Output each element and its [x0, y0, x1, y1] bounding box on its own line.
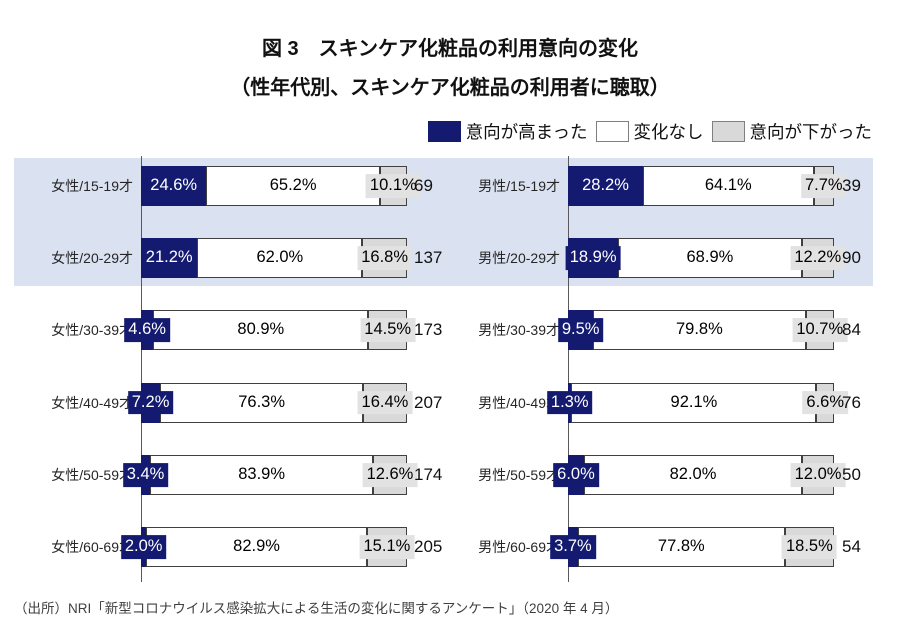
- pct-label-intent-up: 6.0%: [553, 462, 599, 487]
- source-note: （出所）NRI「新型コロナウイルス感染拡大による生活の変化に関するアンケート」（…: [14, 601, 619, 616]
- pct-label-intent-up: 2.0%: [120, 535, 167, 559]
- pct-label-no-change: 68.9%: [686, 248, 734, 267]
- pct-label-intent-up: 1.3%: [546, 390, 593, 415]
- bar-segment-no-change: [160, 382, 364, 423]
- sample-size-label: 84: [842, 320, 861, 340]
- pct-label-intent-down: 10.1%: [365, 174, 421, 198]
- sample-size-label: 137: [414, 248, 443, 268]
- sample-size-label: 69: [414, 176, 433, 195]
- sample-size-label: 50: [842, 464, 861, 484]
- bar-segment-no-change: [643, 166, 814, 206]
- legend-item-intent-down: 意向が下がった: [711, 119, 873, 144]
- row-label: 女性/60-69才: [51, 539, 133, 555]
- pct-label-no-change: 80.9%: [237, 320, 285, 339]
- title-line-1: 図 3 スキンケア化粧品の利用意向の変化: [261, 38, 639, 60]
- pct-label-intent-up: 3.4%: [122, 462, 169, 487]
- row-label: 女性/30-39才: [51, 322, 133, 339]
- legend: 意向が高まった 変化なし 意向が下がった: [427, 119, 873, 144]
- pct-label-intent-up: 18.9%: [565, 246, 621, 271]
- pct-label-intent-down: 12.6%: [362, 462, 418, 487]
- bar-segment-no-change: [583, 454, 803, 495]
- pct-label-no-change: 83.9%: [238, 464, 286, 483]
- row-label: 男性/20-29才: [478, 250, 560, 267]
- pct-label-intent-down: 7.7%: [800, 174, 847, 198]
- bar-segment-no-change: [150, 454, 374, 495]
- title-line-2: （性年代別、スキンケア化粧品の利用者に聴取）: [230, 77, 670, 99]
- sample-size-label: 174: [414, 464, 443, 484]
- pct-label-no-change: 79.8%: [675, 320, 723, 339]
- intent-down-swatch-icon: [711, 121, 745, 142]
- axis-line: [567, 156, 569, 582]
- pct-label-intent-up: 21.2%: [141, 246, 197, 271]
- pct-label-intent-down: 14.5%: [360, 318, 416, 343]
- sample-size-label: 90: [842, 248, 861, 268]
- row-label: 男性/15-19才: [478, 178, 560, 194]
- legend-item-intent-up: 意向が高まった: [427, 119, 588, 144]
- pct-label-intent-down: 18.5%: [781, 535, 837, 559]
- row-label: 女性/50-59才: [51, 466, 133, 483]
- pct-label-intent-up: 4.6%: [124, 318, 170, 343]
- row-label: 男性/50-59才: [478, 466, 560, 483]
- pct-label-no-change: 82.0%: [669, 464, 717, 483]
- pct-label-intent-up: 7.2%: [127, 390, 174, 415]
- no-change-swatch-icon: [595, 121, 629, 142]
- pct-label-intent-down: 16.4%: [357, 390, 413, 415]
- pct-label-no-change: 65.2%: [269, 176, 317, 195]
- sample-size-label: 39: [842, 176, 861, 195]
- pct-label-intent-up: 28.2%: [578, 174, 633, 198]
- sample-size-label: 76: [842, 392, 861, 412]
- bar-segment-no-change: [593, 310, 806, 351]
- intent-up-swatch-icon: [427, 121, 461, 142]
- sample-size-label: 205: [414, 537, 443, 556]
- pct-label-no-change: 62.0%: [256, 248, 304, 267]
- legend-label-intent-down: 意向が下がった: [749, 122, 873, 142]
- pct-label-intent-up: 3.7%: [550, 535, 596, 559]
- sample-size-label: 207: [414, 392, 443, 412]
- row-label: 男性/30-39才: [478, 322, 560, 339]
- legend-label-no-change: 変化なし: [633, 122, 704, 142]
- pct-label-no-change: 82.9%: [233, 537, 280, 556]
- bar-segment-no-change: [571, 382, 817, 423]
- bar-segment-no-change: [618, 238, 802, 279]
- pct-label-intent-down: 15.1%: [359, 535, 415, 559]
- pct-label-intent-up: 9.5%: [557, 318, 604, 343]
- row-label: 女性/20-29才: [51, 250, 133, 267]
- legend-label-intent-up: 意向が高まった: [465, 122, 588, 142]
- sample-size-label: 54: [842, 537, 861, 556]
- sample-size-label: 173: [414, 320, 443, 340]
- pct-label-intent-up: 24.6%: [146, 174, 202, 198]
- pct-label-intent-down: 16.8%: [357, 246, 413, 271]
- row-label: 女性/40-49才: [51, 394, 133, 411]
- pct-label-no-change: 92.1%: [670, 392, 718, 411]
- row-label: 男性/40-49才: [478, 394, 560, 411]
- pct-label-intent-down: 12.0%: [790, 462, 846, 487]
- pct-label-intent-down: 6.6%: [802, 390, 849, 415]
- bar-segment-no-change: [206, 166, 380, 206]
- legend-item-no-change: 変化なし: [595, 119, 704, 144]
- pct-label-intent-down: 10.7%: [792, 318, 848, 343]
- pct-label-no-change: 77.8%: [657, 537, 705, 556]
- row-label: 女性/15-19才: [51, 178, 133, 194]
- pct-label-no-change: 76.3%: [238, 392, 286, 411]
- figure-title: 図 3 スキンケア化粧品の利用意向の変化 （性年代別、スキンケア化粧品の利用者に…: [0, 30, 900, 108]
- row-label: 男性/60-69才: [478, 539, 560, 555]
- bar-segment-no-change: [197, 238, 363, 279]
- pct-label-intent-down: 12.2%: [790, 246, 846, 271]
- axis-line: [140, 156, 142, 582]
- pct-label-no-change: 64.1%: [704, 176, 752, 195]
